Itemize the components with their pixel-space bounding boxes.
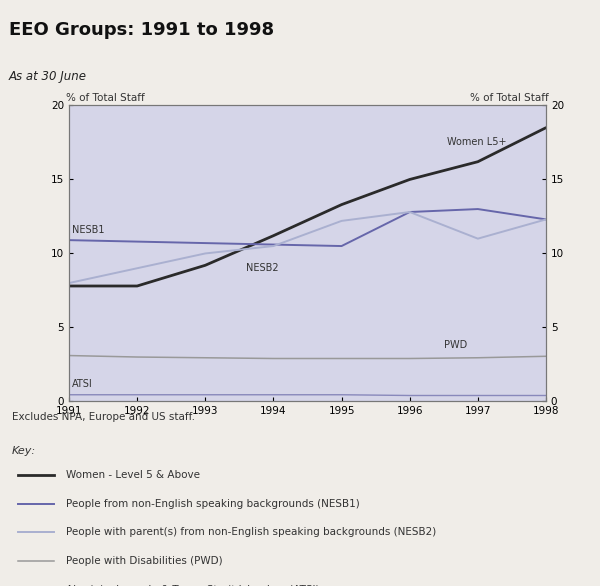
Text: Excludes NPA, Europe and US staff.: Excludes NPA, Europe and US staff.	[12, 413, 195, 423]
Text: Women L5+: Women L5+	[447, 138, 506, 148]
Text: Women - Level 5 & Above: Women - Level 5 & Above	[66, 470, 200, 481]
Text: % of Total Staff: % of Total Staff	[470, 93, 549, 103]
Text: NESB2: NESB2	[246, 263, 279, 273]
Text: % of Total Staff: % of Total Staff	[66, 93, 145, 103]
Text: Aboriginal people & Torres Strait Islanders (ATSI): Aboriginal people & Torres Strait Island…	[66, 585, 320, 586]
Text: People with parent(s) from non-English speaking backgrounds (NESB2): People with parent(s) from non-English s…	[66, 527, 436, 537]
Text: As at 30 June: As at 30 June	[9, 70, 87, 83]
Text: ATSI: ATSI	[73, 379, 93, 389]
Text: PWD: PWD	[444, 340, 467, 350]
Text: EEO Groups: 1991 to 1998: EEO Groups: 1991 to 1998	[9, 21, 274, 39]
Text: NESB1: NESB1	[73, 224, 105, 235]
Text: People from non-English speaking backgrounds (NESB1): People from non-English speaking backgro…	[66, 499, 360, 509]
Text: People with Disabilities (PWD): People with Disabilities (PWD)	[66, 556, 223, 566]
Text: Key:: Key:	[12, 446, 36, 456]
